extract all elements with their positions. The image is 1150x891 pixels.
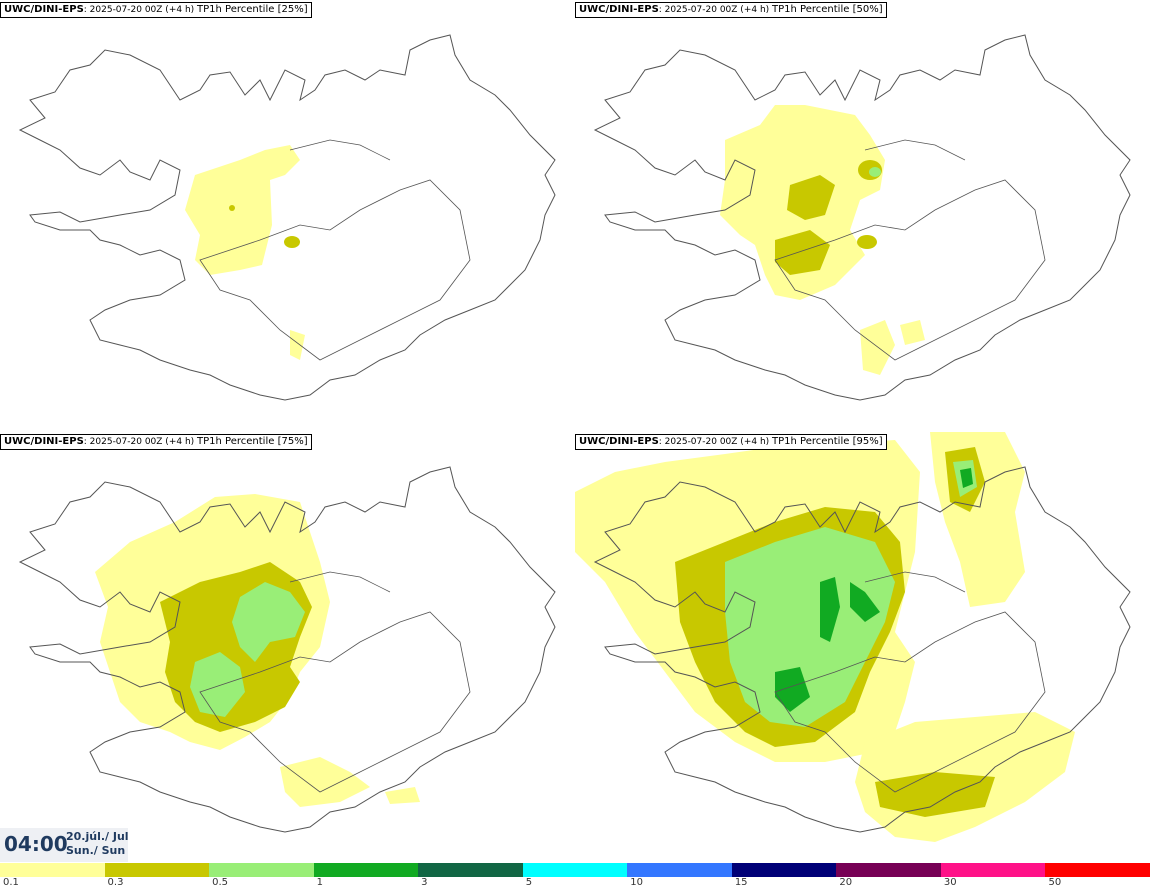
legend-swatch (313, 863, 419, 877)
map-panel-25: UWC/DINI-EPS: 2025-07-20 00Z (+4 h) TP1h… (0, 0, 575, 430)
legend-swatch (418, 863, 523, 877)
coastline (18, 466, 556, 833)
panel-title: UWC/DINI-EPS: 2025-07-20 00Z (+4 h) TP1h… (0, 2, 312, 18)
iceland-map (575, 432, 1131, 842)
map-panel-50: UWC/DINI-EPS: 2025-07-20 00Z (+4 h) TP1h… (575, 0, 1150, 430)
legend-tick-label: 10 (630, 877, 643, 888)
legend-swatch (104, 863, 210, 877)
legend-tick-label: 5 (525, 877, 533, 888)
legend-swatch (0, 863, 105, 877)
legend-tick-label: 0.5 (212, 877, 228, 888)
coastline (593, 466, 1131, 833)
precip-fields (185, 145, 305, 360)
legend-swatch (627, 863, 732, 877)
valid-time: 04:00 (4, 832, 68, 856)
valid-date: 20.júl./ Jul Sun./ Sun (66, 830, 129, 858)
panel-title: UWC/DINI-EPS: 2025-07-20 00Z (+4 h) TP1h… (0, 434, 312, 450)
precip-fields (720, 105, 925, 375)
iceland-map (18, 466, 556, 833)
panel-title: UWC/DINI-EPS: 2025-07-20 00Z (+4 h) TP1h… (575, 2, 887, 18)
legend-swatch (940, 863, 1046, 877)
legend-tick-label: 1 (316, 877, 323, 888)
date-line-1: 20.júl./ Jul (66, 830, 129, 843)
legend-tick-label: 30 (943, 877, 957, 888)
legend-colorbar (0, 863, 1150, 877)
iceland-map (593, 34, 1131, 401)
coastline (593, 34, 1131, 401)
panel-title: UWC/DINI-EPS: 2025-07-20 00Z (+4 h) TP1h… (575, 434, 887, 450)
map-panel-75: UWC/DINI-EPS: 2025-07-20 00Z (+4 h) TP1h… (0, 432, 575, 862)
date-line-2: Sun./ Sun (66, 844, 126, 857)
legend-tick-label: 20 (839, 877, 853, 888)
legend-swatch (209, 863, 314, 877)
time-box (0, 828, 128, 862)
legend-swatch (1045, 863, 1150, 877)
iceland-map (18, 34, 556, 401)
legend-tick-label: 15 (734, 877, 748, 888)
legend-tick-label: 0.1 (3, 877, 19, 888)
precip-fields (95, 494, 420, 807)
legend-swatch (522, 863, 628, 877)
coastline (18, 34, 556, 401)
map-panel-95: UWC/DINI-EPS: 2025-07-20 00Z (+4 h) TP1h… (575, 432, 1150, 862)
legend-tick-label: 50 (1048, 877, 1062, 888)
legend-swatch (731, 863, 837, 877)
legend-tick-label: 3 (421, 877, 428, 888)
precip-fields (575, 432, 1075, 842)
legend-tick-label: 0.3 (107, 877, 124, 888)
legend-swatch (836, 863, 941, 877)
